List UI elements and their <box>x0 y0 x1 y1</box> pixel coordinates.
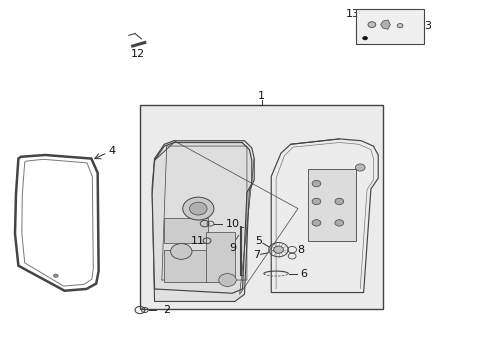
Circle shape <box>53 274 58 278</box>
Polygon shape <box>271 139 377 293</box>
Text: 13: 13 <box>345 9 359 19</box>
Text: 3: 3 <box>423 21 430 31</box>
Bar <box>356 9 424 44</box>
Text: 12: 12 <box>130 49 144 59</box>
Circle shape <box>273 246 283 253</box>
Text: 11: 11 <box>191 236 205 246</box>
Text: 8: 8 <box>296 245 304 255</box>
Text: 6: 6 <box>300 269 306 279</box>
Bar <box>164 217 207 243</box>
Circle shape <box>311 220 320 226</box>
Bar <box>205 232 234 282</box>
Circle shape <box>334 198 343 204</box>
Text: 10: 10 <box>225 219 239 229</box>
Text: 9: 9 <box>229 243 236 253</box>
Text: 5: 5 <box>255 237 262 247</box>
Text: 7: 7 <box>253 250 260 260</box>
Circle shape <box>362 36 367 40</box>
Circle shape <box>367 22 375 27</box>
Bar <box>307 169 356 241</box>
Circle shape <box>311 198 320 204</box>
Circle shape <box>311 180 320 187</box>
Text: 2: 2 <box>163 305 170 315</box>
Bar <box>164 249 207 282</box>
Polygon shape <box>380 20 389 29</box>
Circle shape <box>189 202 206 215</box>
Circle shape <box>170 244 192 259</box>
Polygon shape <box>152 141 254 301</box>
Text: 1: 1 <box>258 91 264 101</box>
Circle shape <box>334 220 343 226</box>
Circle shape <box>396 23 402 28</box>
Circle shape <box>183 197 213 220</box>
Polygon shape <box>152 143 251 293</box>
Circle shape <box>355 164 365 171</box>
Text: 4: 4 <box>108 146 116 156</box>
Circle shape <box>218 274 236 287</box>
Bar <box>140 105 382 309</box>
